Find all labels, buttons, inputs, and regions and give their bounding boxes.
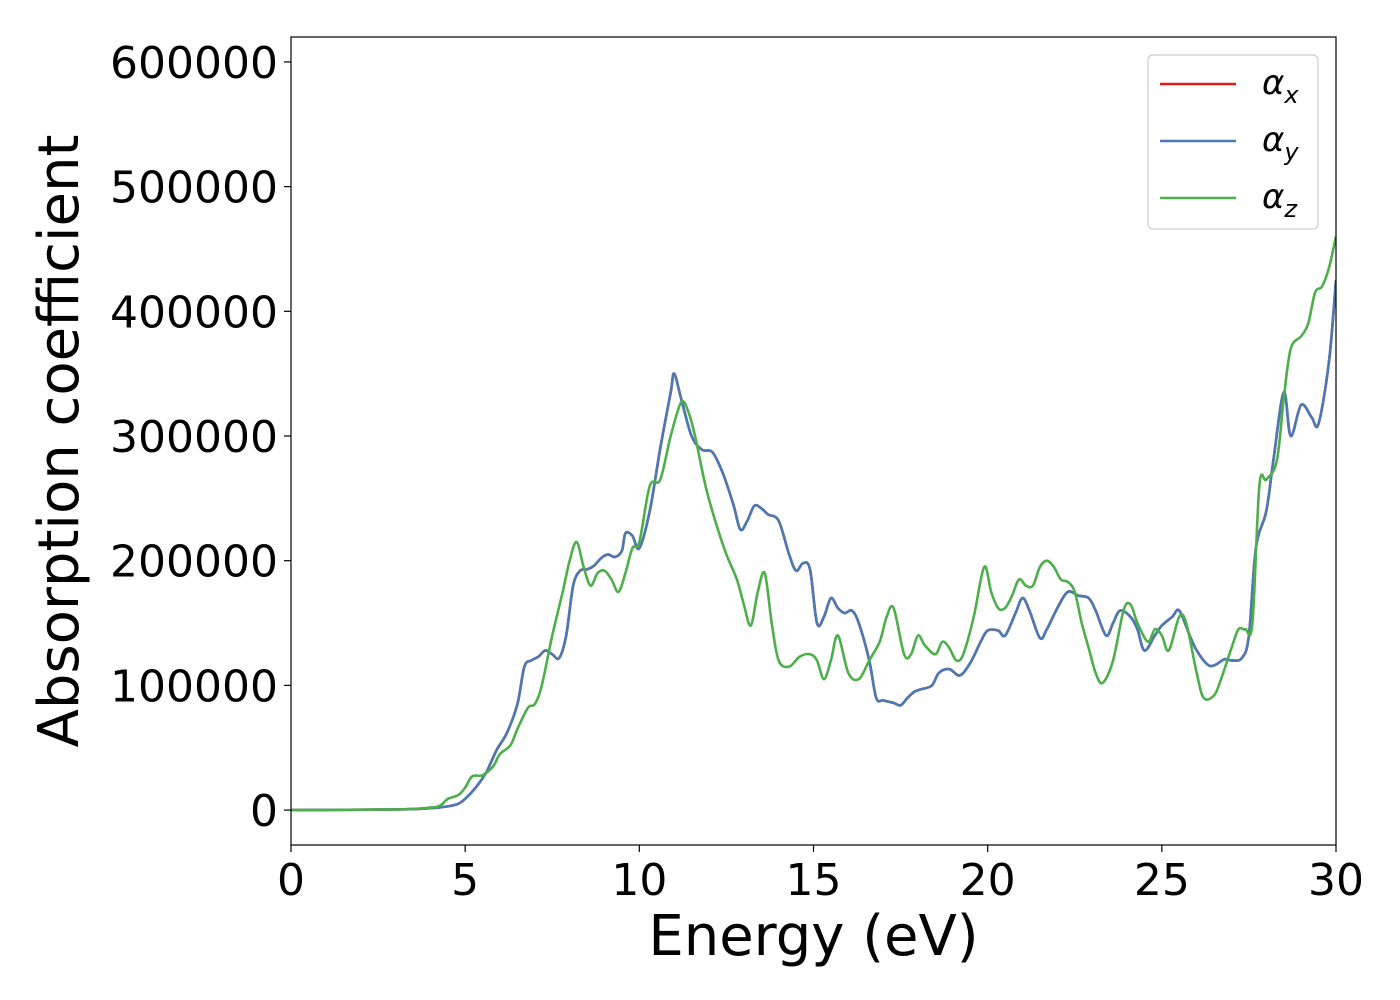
series-line-y: [291, 280, 1336, 812]
y-tick-label: 0: [250, 786, 278, 837]
x-tick-label: 15: [786, 855, 842, 906]
y-tick-label: 100000: [110, 661, 278, 712]
y-tick-label: 400000: [110, 287, 278, 338]
legend-label-x: αx: [1262, 63, 1299, 109]
x-tick-label: 30: [1308, 855, 1364, 906]
y-tick-label: 300000: [110, 412, 278, 463]
y-tick-label: 500000: [110, 163, 278, 214]
series-line-z: [291, 236, 1336, 812]
series-layer: [291, 236, 1336, 812]
x-tick-label: 0: [277, 855, 305, 906]
x-axis-label: Energy (eV): [648, 904, 978, 969]
x-tick-label: 25: [1134, 855, 1190, 906]
legend: αx αy αz: [1147, 54, 1319, 230]
y-axis: 0 100000 200000 300000 400000 500000 600000: [110, 38, 291, 837]
x-tick-label: 20: [960, 855, 1016, 906]
legend-label-y: αy: [1262, 120, 1299, 166]
series-line-x: [291, 280, 1336, 812]
x-tick-label: 10: [611, 855, 667, 906]
legend-label-z: αz: [1262, 177, 1298, 223]
x-axis: 0 5 10 15 20 25 30: [277, 845, 1364, 906]
y-tick-label: 600000: [110, 38, 278, 89]
y-axis-label: Absorption coefficient: [27, 135, 92, 748]
x-tick-label: 5: [451, 855, 479, 906]
y-tick-label: 200000: [110, 537, 278, 588]
